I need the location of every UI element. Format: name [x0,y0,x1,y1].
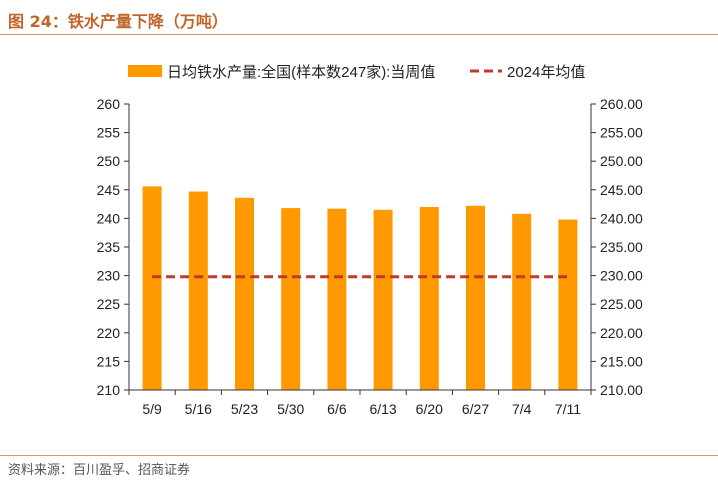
y-right-tick-label: 215.00 [600,353,643,369]
x-tick-label: 6/27 [462,401,489,417]
bar [373,209,393,390]
source-note: 资料来源：百川盈孚、招商证券 [8,463,191,478]
x-tick-label: 5/30 [277,401,304,417]
bar [142,186,162,390]
x-tick-label: 5/16 [185,401,212,417]
bar [235,197,254,390]
bar [281,208,301,390]
y-left-tick-label: 260 [97,96,121,112]
axes: 210 215 220 225 230 235 240 245 250 255 260 210.00 2… [97,96,643,417]
bar-series [142,186,578,390]
title-divider [0,34,718,35]
legend-label-line: 2024年均值 [507,64,585,81]
bar [558,219,578,390]
x-tick-label: 6/20 [416,401,443,417]
y-right-tick-label: 225.00 [600,296,643,312]
bar [466,205,485,390]
figure-title: 图 24：铁水产量下降（万吨） [8,12,228,31]
y-left-tick-label: 245 [97,182,121,198]
y-left-tick-label: 215 [97,353,121,369]
y-right-tick-label: 260.00 [600,96,643,112]
legend-swatch-bar [128,65,162,77]
y-right-tick-label: 230.00 [600,268,643,284]
y-left-tick-label: 210 [97,382,121,398]
y-right-tick-label: 250.00 [600,153,643,169]
bar [327,208,347,390]
y-right-tick-label: 235.00 [600,239,643,255]
x-tick-label: 5/9 [142,401,162,417]
y-right-tick-label: 220.00 [600,325,643,341]
x-tick-label: 6/13 [369,401,396,417]
y-left-tick-label: 230 [97,268,121,284]
y-left-tick-label: 240 [97,210,121,226]
legend: 日均铁水产量:全国(样本数247家):当周值 2024年均值 [128,63,585,81]
y-left-tick-label: 255 [97,125,121,141]
bar [512,213,532,390]
bar [419,206,439,390]
y-left-tick-label: 220 [97,325,121,341]
y-left-tick-label: 250 [97,153,121,169]
y-right-tick-label: 245.00 [600,182,643,198]
y-right-tick-label: 210.00 [600,382,643,398]
y-left-tick-label: 225 [97,296,121,312]
bar [188,191,208,390]
source-divider [0,455,718,456]
x-tick-label: 6/6 [327,401,347,417]
y-right-tick-label: 255.00 [600,125,643,141]
y-left-tick-label: 235 [97,239,121,255]
x-tick-label: 7/11 [555,401,581,417]
y-right-tick-label: 240.00 [600,210,643,226]
legend-label-bar: 日均铁水产量:全国(样本数247家):当周值 [167,63,435,81]
x-tick-label: 5/23 [231,401,258,417]
x-tick-label: 7/4 [512,401,532,417]
